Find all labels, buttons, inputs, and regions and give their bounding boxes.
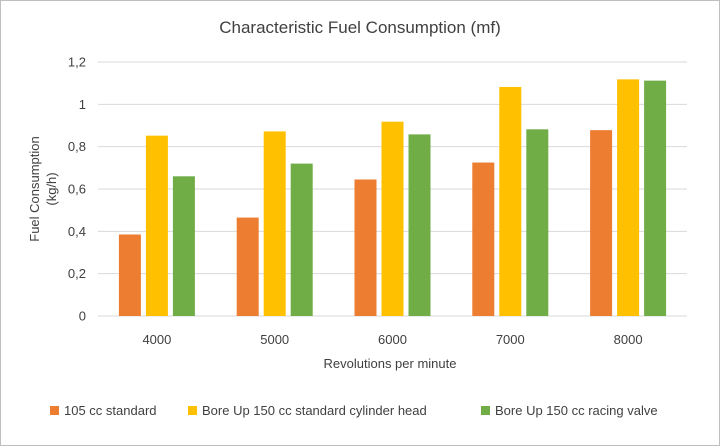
bar	[499, 86, 522, 316]
x-tick-label: 6000	[378, 332, 407, 347]
chart-title: Characteristic Fuel Consumption (mf)	[219, 18, 501, 37]
x-axis-ticks: 4000 5000 6000 7000 8000	[142, 332, 642, 347]
legend-item: Bore Up 150 cc standard cylinder head	[188, 403, 427, 418]
y-tick-label: 1	[79, 97, 86, 112]
y-axis-ticks: 0 0,2 0,4 0,6 0,8 1 1,2	[68, 55, 86, 324]
x-tick-label: 8000	[614, 332, 643, 347]
y-tick-label: 0,2	[68, 266, 86, 281]
bar	[172, 176, 195, 316]
legend-label: Bore Up 150 cc racing valve	[495, 403, 658, 418]
bar	[145, 135, 168, 316]
legend-label: Bore Up 150 cc standard cylinder head	[202, 403, 427, 418]
y-tick-label: 0	[79, 309, 86, 324]
bar	[263, 131, 286, 316]
legend-swatch	[50, 406, 59, 415]
bar	[354, 179, 377, 316]
x-tick-label: 7000	[496, 332, 525, 347]
legend-swatch	[188, 406, 197, 415]
bar	[236, 217, 259, 316]
bar	[526, 129, 549, 316]
y-axis-label-line-2: (kg/h)	[44, 172, 59, 205]
x-axis-label: Revolutions per minute	[324, 356, 457, 371]
x-tick-label: 5000	[260, 332, 289, 347]
bar	[118, 234, 141, 316]
legend-item: 105 cc standard	[50, 403, 157, 418]
bar	[617, 79, 640, 317]
bar	[381, 121, 404, 316]
y-tick-label: 0,6	[68, 182, 86, 197]
y-axis-label: Fuel Consumption (kg/h)	[27, 136, 59, 242]
bars	[118, 79, 667, 317]
y-tick-label: 1,2	[68, 55, 86, 70]
legend-label: 105 cc standard	[64, 403, 157, 418]
y-tick-label: 0,8	[68, 139, 86, 154]
y-tick-label: 0,4	[68, 224, 86, 239]
bar	[590, 130, 613, 316]
legend-swatch	[481, 406, 490, 415]
x-tick-label: 4000	[142, 332, 171, 347]
bar	[472, 162, 495, 316]
y-axis-label-line-1: Fuel Consumption	[27, 136, 42, 242]
bar	[290, 163, 313, 316]
legend-item: Bore Up 150 cc racing valve	[481, 403, 658, 418]
legend: 105 cc standard Bore Up 150 cc standard c…	[50, 403, 658, 418]
bar	[408, 134, 431, 316]
bar	[644, 80, 667, 316]
